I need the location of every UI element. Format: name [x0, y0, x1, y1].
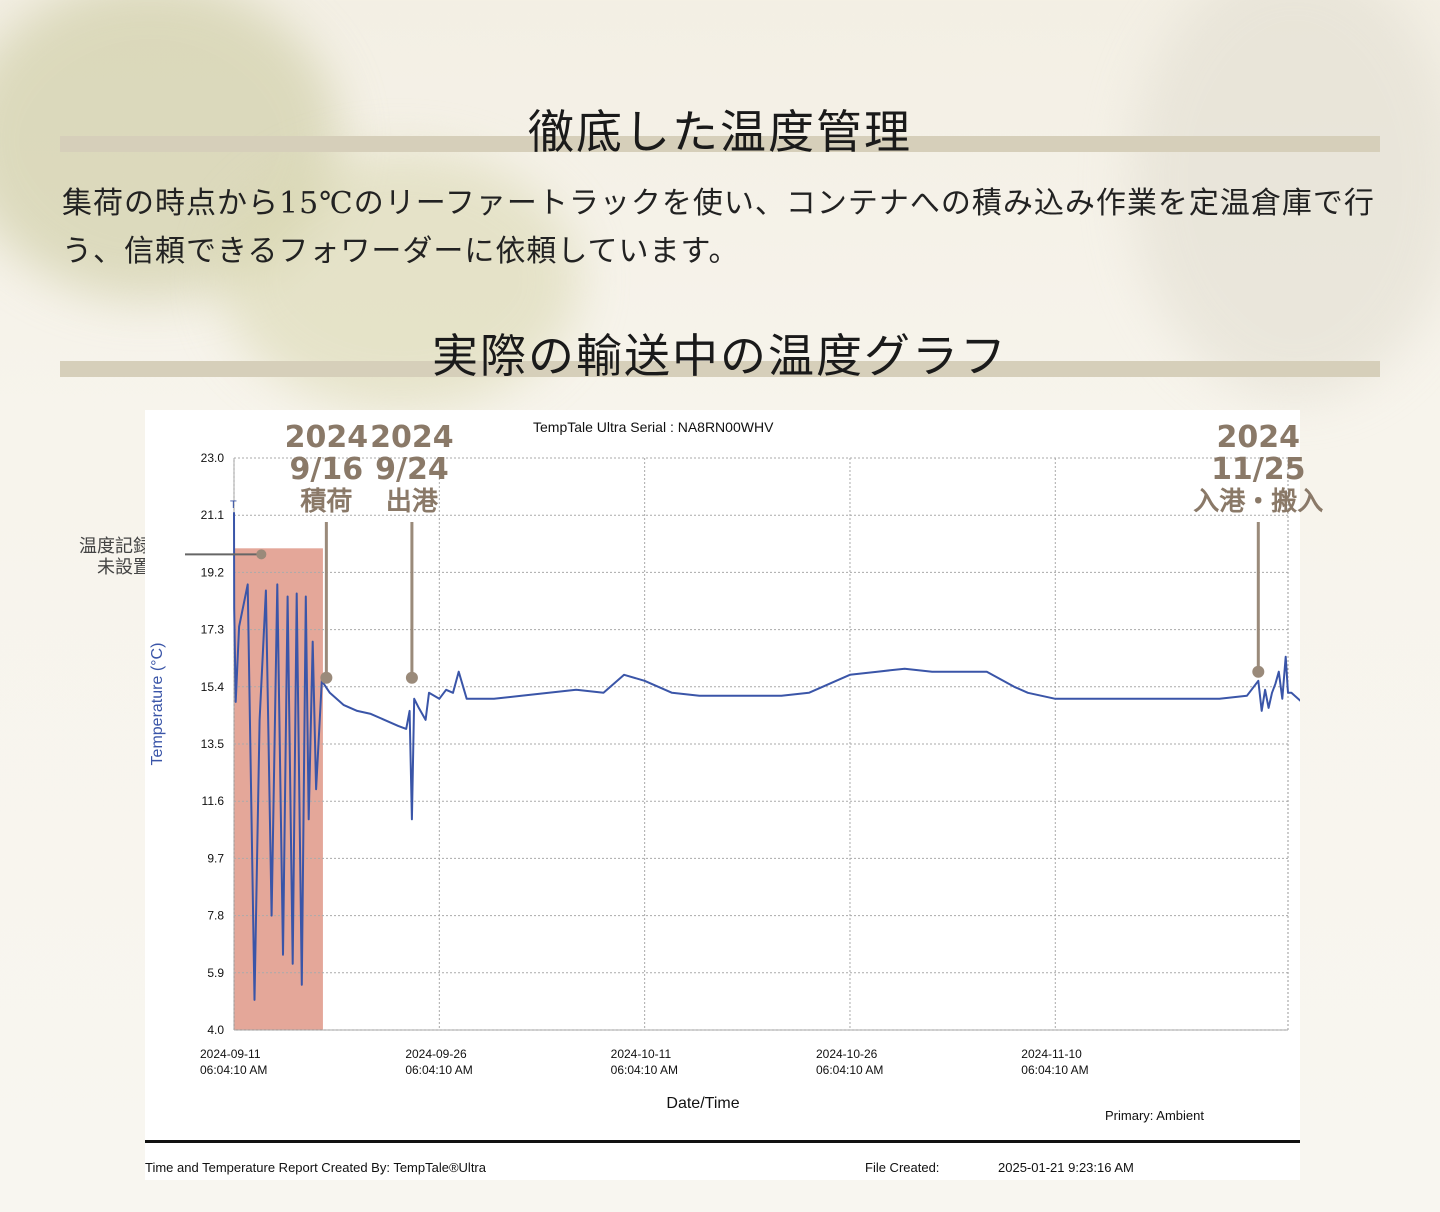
event-annotation-label: 2024 11/25 入港・搬入 — [1183, 422, 1333, 518]
event-annotation-label: 2024 9/16 積荷 — [251, 422, 401, 518]
x-tick-date: 2024-09-26 — [405, 1047, 467, 1061]
x-tick-date: 2024-11-10 — [1021, 1047, 1082, 1061]
chart-svg: 23.0 21.1 19.2 17.3 15.4 13.5 11.6 9.7 7.8 5.9 4.0… — [149, 419, 1300, 1123]
plot-frame — [233, 457, 1289, 1031]
y-tick-label: 17.3 — [201, 623, 225, 637]
event-annotation-year: 2024 — [1216, 420, 1301, 455]
event-annotation-event: 積荷 — [300, 487, 353, 517]
heading-temperature-control: 徹底した温度管理 — [528, 105, 912, 159]
logger-not-installed-line2: 未設置 — [97, 557, 151, 578]
primary-ambient-label: Primary: Ambient — [1105, 1108, 1204, 1123]
event-annotation-date: 9/16 — [289, 452, 364, 487]
y-tick-label: 21.1 — [201, 508, 225, 522]
section-heading-temperature-graph: 実際の輸送中の温度グラフ — [60, 316, 1380, 386]
x-tick-date: 2024-10-26 — [816, 1047, 878, 1061]
x-tick-time: 06:04:10 AM — [200, 1063, 267, 1077]
y-tick-label: 4.0 — [207, 1023, 224, 1037]
temperature-chart: 23.0 21.1 19.2 17.3 15.4 13.5 11.6 9.7 7.8 5.9 4.0… — [145, 410, 1300, 1180]
temperature-series-line — [233, 512, 1300, 1001]
heading-underline — [60, 361, 1380, 377]
x-tick-time: 06:04:10 AM — [405, 1063, 472, 1077]
event-dot — [320, 671, 333, 684]
x-tick-time: 06:04:10 AM — [1021, 1063, 1088, 1077]
x-tick-time: 06:04:10 AM — [611, 1063, 678, 1077]
intro-text: 集荷の時点から15℃のリーファートラックを使い、コンテナへの積み込み作業を定温倉… — [62, 186, 1375, 269]
y-tick-label: 15.4 — [201, 680, 225, 694]
y-tick-label: 7.8 — [207, 909, 224, 923]
y-tick-label: 9.7 — [207, 851, 224, 865]
event-annotation-event: 出港 — [385, 487, 438, 517]
event-annotation-year: 2024 — [370, 420, 454, 455]
chart-title: TempTale Ultra Serial : NA8RN00WHV — [533, 419, 774, 435]
y-tick-label: 5.9 — [207, 966, 224, 980]
event-dot — [405, 671, 418, 684]
series-start-marker: T — [230, 499, 237, 511]
x-tick-time: 06:04:10 AM — [816, 1063, 883, 1077]
heading-temperature-graph: 実際の輸送中の温度グラフ — [432, 329, 1008, 383]
file-created-label: File Created: — [865, 1160, 940, 1175]
y-tick-label: 23.0 — [201, 451, 225, 465]
x-tick-date: 2024-10-11 — [611, 1047, 672, 1061]
x-axis-label: Date/Time — [666, 1095, 739, 1112]
background-foliage — [1130, 0, 1440, 400]
x-tick-date: 2024-09-11 — [200, 1047, 261, 1061]
section-heading-temperature-control: 徹底した温度管理 — [60, 90, 1380, 160]
event-annotation-label: 2024 9/24 出港 — [337, 422, 487, 518]
report-created-by: Time and Temperature Report Created By: … — [145, 1160, 486, 1175]
event-annotation-event: 入港・搬入 — [1193, 487, 1324, 517]
event-dot — [1252, 665, 1265, 678]
heading-underline — [60, 136, 1380, 152]
event-annotation-date: 9/24 — [375, 452, 449, 487]
event-annotation-year: 2024 — [284, 420, 369, 455]
file-created-value: 2025-01-21 9:23:16 AM — [998, 1160, 1134, 1175]
footer-rule — [145, 1140, 1300, 1143]
y-tick-label: 13.5 — [201, 737, 225, 751]
event-annotation-date: 11/25 — [1211, 452, 1306, 487]
y-tick-label: 19.2 — [201, 565, 225, 579]
y-axis-label: Temperature (°C) — [149, 643, 166, 766]
y-tick-label: 11.6 — [202, 794, 225, 808]
side-annotation-dot — [256, 549, 267, 560]
